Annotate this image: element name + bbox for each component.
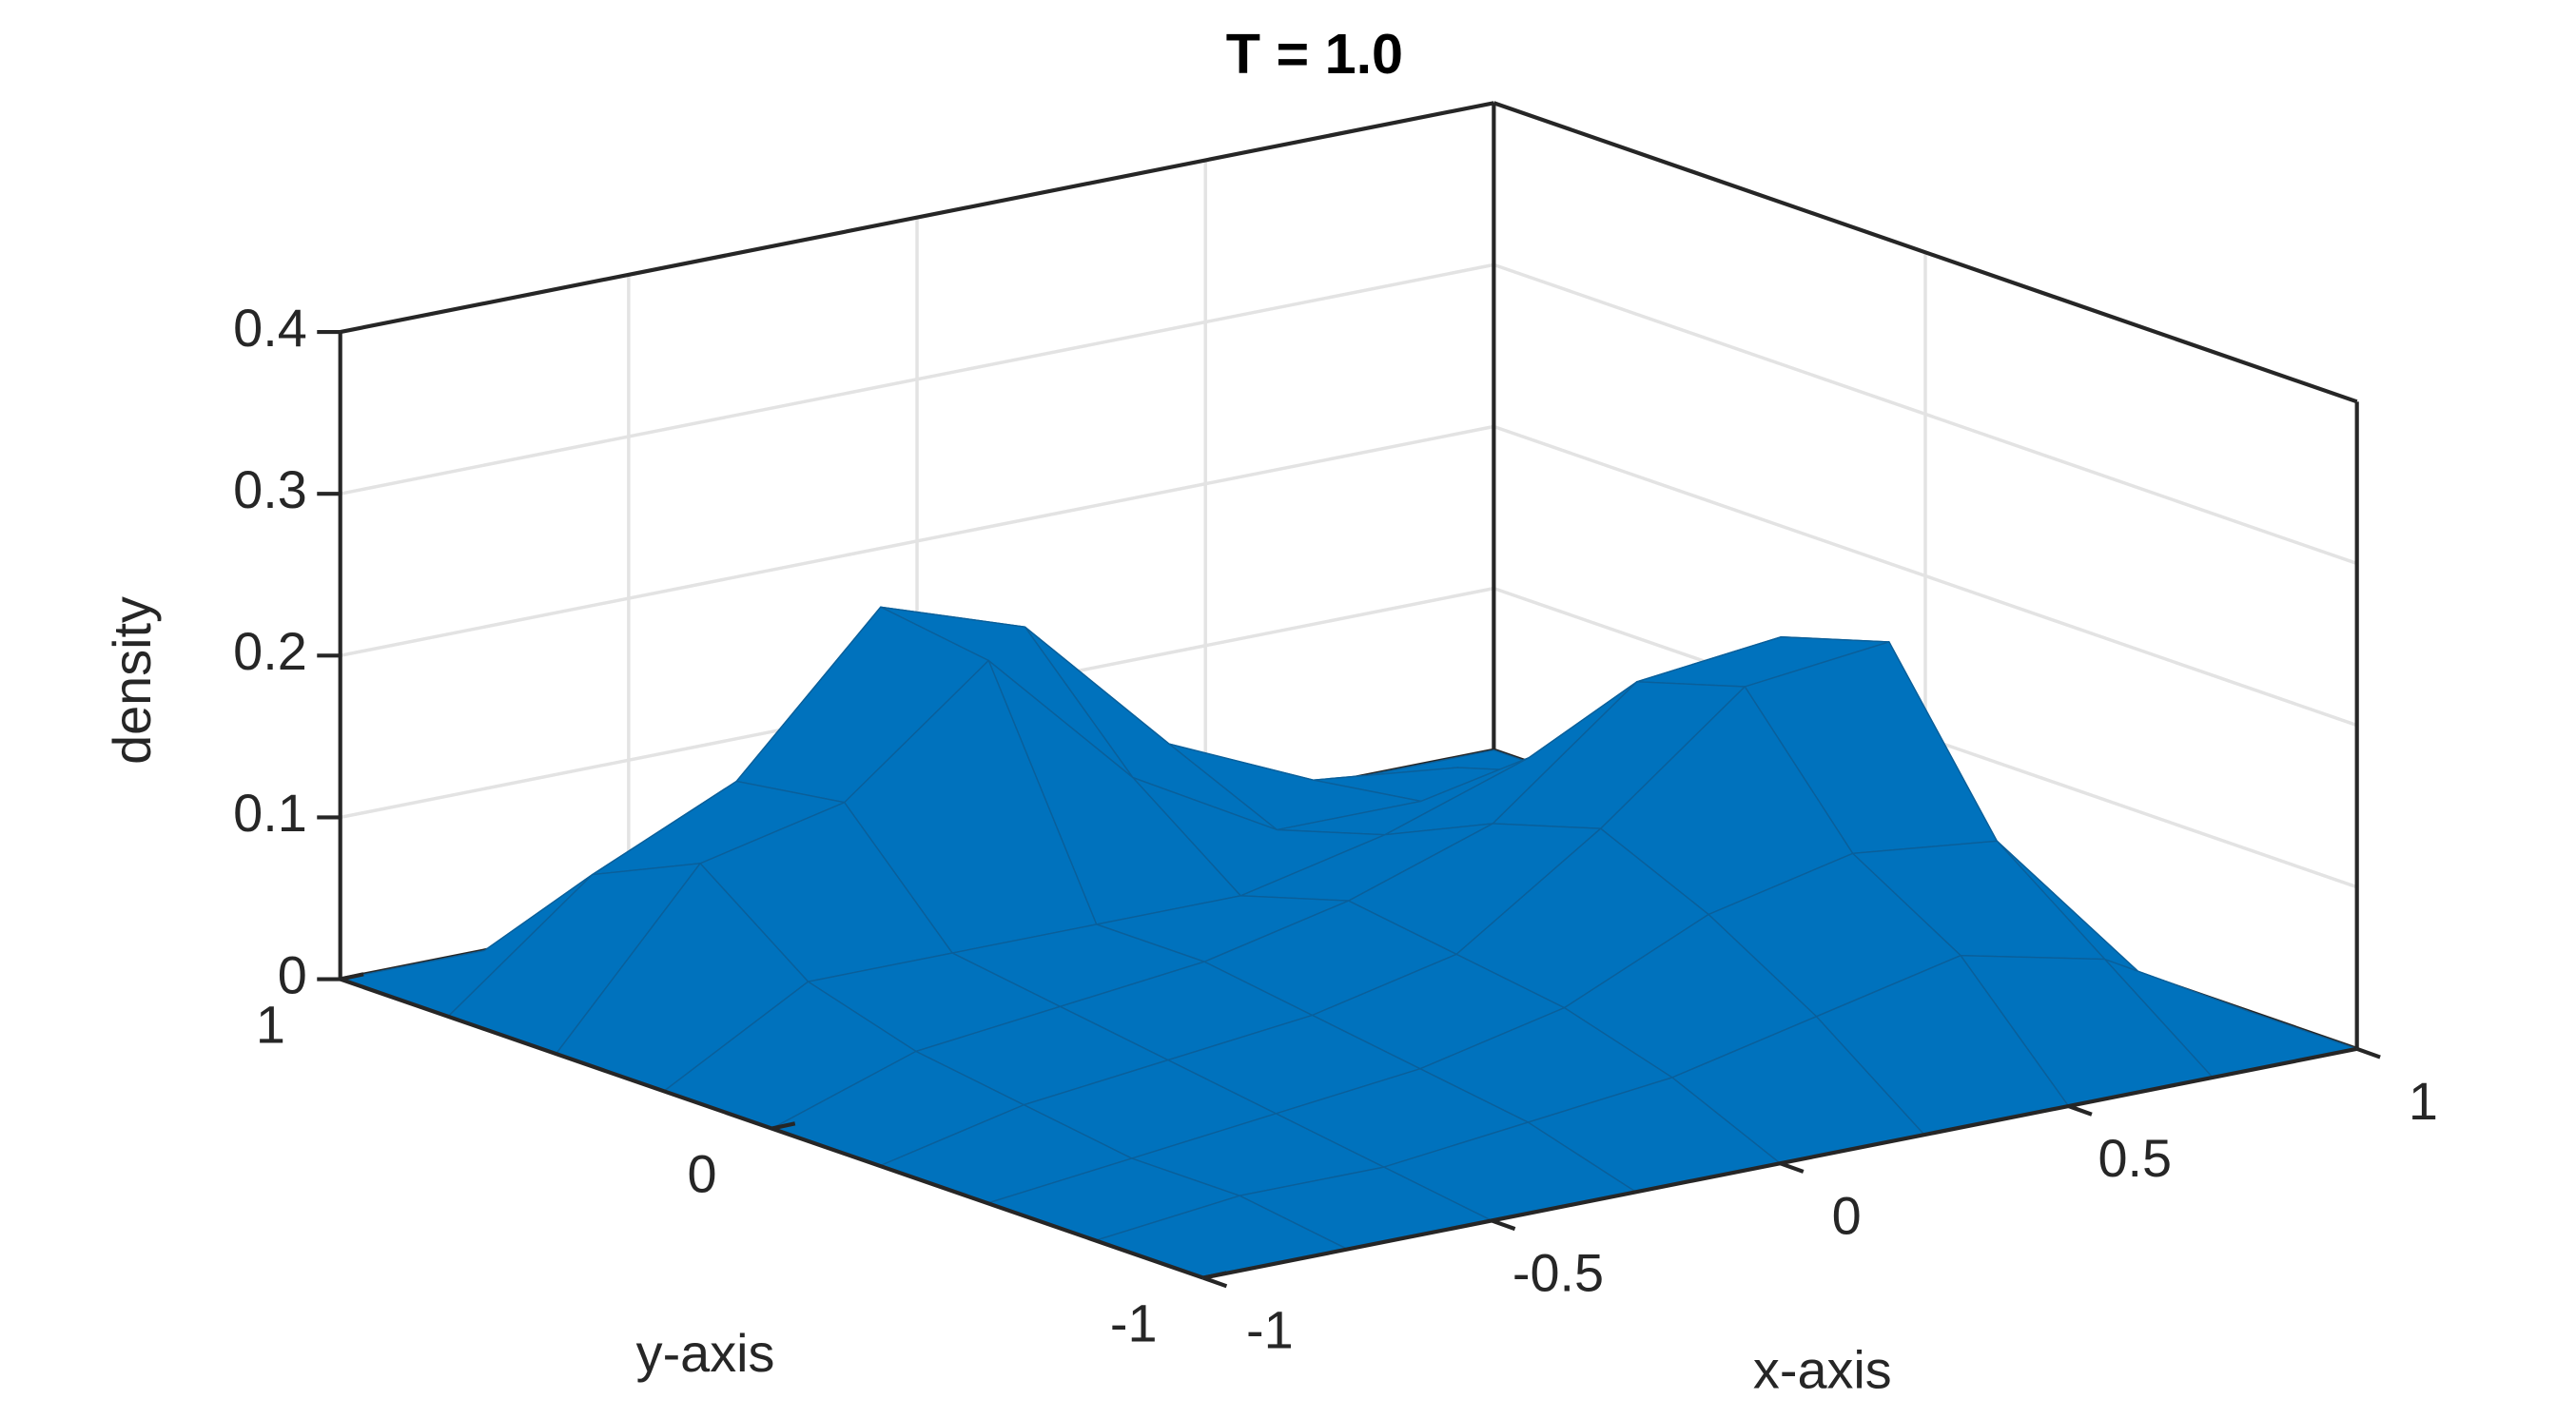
x-tick <box>2355 1046 2381 1059</box>
z-axis-label: density <box>102 596 162 765</box>
axis-line <box>1493 101 2358 404</box>
y-tick <box>771 1121 796 1131</box>
y-tick-label: 0 <box>688 1144 717 1204</box>
y-axis-label: y-axis <box>636 1323 775 1383</box>
x-tick-label: 0.5 <box>2098 1128 2173 1188</box>
x-tick-label: -0.5 <box>1512 1242 1604 1302</box>
axis-line <box>1202 1046 2358 1280</box>
x-tick <box>1779 1161 1805 1174</box>
y-tick-label: 1 <box>256 995 285 1055</box>
z-tick-label: 0.4 <box>233 298 307 358</box>
x-tick <box>2067 1104 2093 1117</box>
x-tick <box>1491 1218 1516 1232</box>
z-tick-label: 0.2 <box>233 621 307 681</box>
surface <box>339 606 2358 1279</box>
axes-front: 00.10.20.30.4-1-0.500.51-101 <box>233 298 2438 1360</box>
chart-title: T = 1.0 <box>1226 22 1403 86</box>
axis-line <box>340 101 1494 335</box>
y-tick-label: -1 <box>1110 1293 1158 1353</box>
axis-line <box>340 977 1204 1280</box>
x-tick-label: 0 <box>1832 1185 1862 1245</box>
z-tick-label: 0.3 <box>233 459 307 519</box>
z-tick-label: 0.1 <box>233 783 307 843</box>
x-tick <box>1202 1275 1228 1289</box>
x-tick-label: -1 <box>1246 1300 1294 1360</box>
z-tick-label: 0 <box>278 944 307 1004</box>
x-axis-label: x-axis <box>1753 1340 1892 1400</box>
y-tick <box>340 972 364 982</box>
x-tick-label: 1 <box>2409 1071 2438 1131</box>
